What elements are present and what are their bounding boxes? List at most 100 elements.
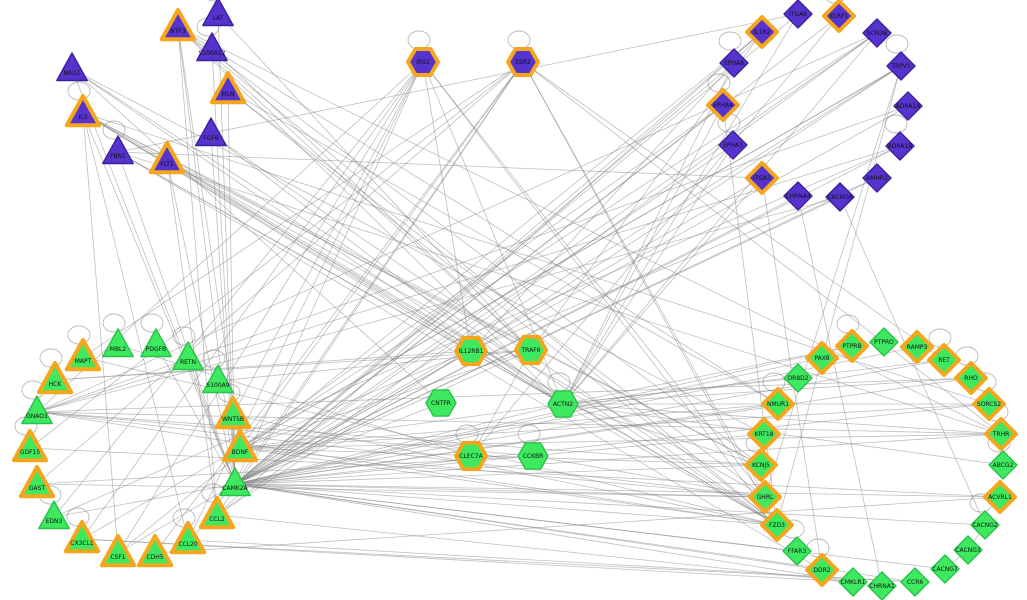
node-clec7a[interactable]: CLEC7A [454, 440, 488, 472]
hexagon-node-shape [506, 47, 540, 77]
edge [187, 357, 236, 485]
diamond-node-shape [930, 554, 960, 584]
edge [177, 26, 762, 466]
self-loop-edge [707, 73, 731, 93]
diamond-node-shape [970, 510, 1000, 540]
edge [234, 403, 990, 485]
node-nrg1[interactable]: NRG1 [56, 52, 88, 82]
node-cacng3[interactable]: CACNG3 [953, 535, 983, 565]
edge [239, 61, 524, 449]
node-gdf15[interactable]: GDF15 [11, 429, 49, 463]
node-cmklr1[interactable]: CMKLR1 [838, 567, 868, 597]
node-or8d2[interactable]: OR8D2 [783, 363, 813, 393]
triangle-node-shape [18, 465, 56, 499]
edge [234, 483, 986, 526]
diamond-node-shape [983, 480, 1017, 514]
node-trpv1[interactable]: TRPV1 [886, 51, 916, 81]
edge [234, 483, 946, 570]
node-il12rb1[interactable]: IL12RB1 [454, 335, 488, 367]
diamond-node-shape [893, 91, 923, 121]
edge [239, 403, 564, 449]
node-mapt[interactable]: MAPT [64, 338, 102, 372]
edge [522, 61, 778, 526]
node-layer: LATNTF3S100A12NRG1MLNIL3FBN1FLT1FGF6IRS1… [11, 0, 1018, 600]
node-cacng2[interactable]: CACNG2 [970, 510, 1000, 540]
node-rho[interactable]: RHO [954, 361, 988, 395]
node-acvrl1[interactable]: ACVRL1 [983, 480, 1017, 514]
edge [239, 177, 878, 449]
triangle-node-shape [56, 52, 88, 82]
node-cx3cl1[interactable]: CX3CL1 [63, 520, 101, 554]
node-itga8[interactable]: ITGA8 [783, 0, 813, 29]
diamond-node-shape [867, 571, 897, 600]
node-lat[interactable]: LAT [202, 0, 234, 27]
node-sorcs2[interactable]: SORCS2 [972, 387, 1006, 421]
node-ramp3[interactable]: RAMP3 [900, 330, 934, 364]
node-abcg2[interactable]: ABCG2 [988, 450, 1018, 480]
node-gast[interactable]: GAST [18, 465, 56, 499]
node-actn2[interactable]: ACTN2 [547, 390, 579, 418]
node-mbl2[interactable]: MBL2 [102, 328, 134, 358]
node-ccl2[interactable]: CCL2 [198, 496, 236, 530]
edge [36, 483, 766, 498]
edge [776, 65, 902, 526]
edge [234, 345, 853, 485]
edge [562, 377, 972, 405]
edge [166, 159, 218, 516]
edge [234, 483, 854, 583]
diamond-node-shape [862, 18, 892, 48]
node-cacng6[interactable]: CACNG6 [825, 182, 855, 212]
node-gnao1[interactable]: GNAO1 [21, 395, 53, 425]
edge [234, 357, 823, 485]
node-irs1[interactable]: IRS1 [406, 47, 440, 77]
node-wnt5b[interactable]: WNT5B [214, 396, 252, 430]
edge [239, 433, 1002, 449]
triangle-node-shape [21, 395, 53, 425]
node-klrf1[interactable]: KLRF1 [822, 0, 856, 33]
node-cdh5[interactable]: CDH5 [136, 534, 174, 568]
self-loop-edge [102, 120, 126, 140]
node-itga3[interactable]: ITGA3 [745, 161, 779, 195]
edge [234, 483, 766, 498]
node-nmur1[interactable]: NMUR1 [761, 387, 795, 421]
node-trhr[interactable]: TRHR [984, 417, 1018, 451]
node-ccr6[interactable]: CCR6 [900, 567, 930, 597]
node-cacng7[interactable]: CACNG7 [930, 554, 960, 584]
edge [562, 177, 763, 405]
edge [36, 32, 878, 413]
edge [117, 61, 424, 554]
diamond-node-shape [782, 536, 812, 566]
self-loop-edge [67, 81, 91, 101]
node-amhr2[interactable]: AMHR2 [862, 163, 892, 193]
edge [154, 61, 524, 554]
diamond-node-shape [900, 567, 930, 597]
node-adra1b[interactable]: ADRA1B [885, 131, 915, 161]
edge [234, 349, 532, 485]
edge [29, 447, 1001, 498]
node-ntf3[interactable]: NTF3 [159, 8, 197, 42]
edge [562, 13, 799, 405]
node-il1r2[interactable]: IL1R2 [745, 15, 779, 49]
node-cntfr[interactable]: CNTFR [425, 389, 457, 417]
triangle-node-shape [136, 534, 174, 568]
node-retn[interactable]: RETN [172, 341, 204, 371]
node-epha8[interactable]: EPHA8 [719, 48, 749, 78]
node-adra1a[interactable]: ADRA1A [893, 91, 923, 121]
edge [239, 104, 724, 449]
node-pdgfb[interactable]: PDGFB [140, 328, 172, 358]
triangle-node-shape [169, 521, 207, 555]
node-esr2[interactable]: ESR2 [506, 47, 540, 77]
triangle-node-shape [38, 500, 70, 530]
node-epha4[interactable]: EPHA4 [706, 88, 740, 122]
node-traf6[interactable]: TRAF6 [514, 334, 548, 366]
edge [562, 32, 878, 405]
node-il3[interactable]: IL3 [64, 94, 102, 128]
edge [216, 32, 878, 516]
edge [239, 403, 779, 449]
edge [81, 65, 902, 540]
node-krt18[interactable]: KRT18 [747, 417, 781, 451]
node-scn3b[interactable]: SCN3B [862, 18, 892, 48]
node-cckbr[interactable]: CCKBR [517, 442, 549, 470]
node-ret[interactable]: RET [927, 343, 961, 377]
diamond-node-shape [760, 508, 794, 542]
